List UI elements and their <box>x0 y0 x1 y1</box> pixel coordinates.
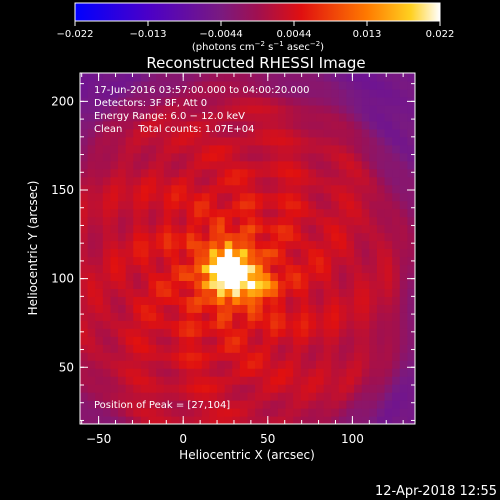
x-axis-title: Heliocentric X (arcsec) <box>179 448 315 462</box>
annotation-time-range: 17-Jun-2016 03:57:00.000 to 04:00:20.000 <box>94 85 310 96</box>
peak-position-label: Position of Peak = [27,104] <box>94 400 230 411</box>
annotation-energy-range: Energy Range: 6.0 − 12.0 keV <box>94 111 245 122</box>
colorbar-tick-label: −0.013 <box>129 29 166 40</box>
x-tick-label: 0 <box>179 432 187 446</box>
colorbar-tick-label: 0.013 <box>353 29 382 40</box>
annotation-clean-counts: Clean Total counts: 1.07E+04 <box>94 124 254 135</box>
y-tick-label: 150 <box>51 183 74 197</box>
colorbar-tick-label: 0.022 <box>426 29 455 40</box>
y-tick-label: 200 <box>51 94 74 108</box>
colorbar-ticks: −0.022 −0.013 −0.0044 0.0044 0.013 0.022 <box>56 21 454 40</box>
axes: −50 0 50 100 50 100 150 200 <box>51 73 415 446</box>
colorbar-tick-label: −0.0044 <box>199 29 242 40</box>
colorbar <box>74 2 441 22</box>
colorbar-unit-label: (photons cm−2 s−1 asec−2) <box>192 40 324 53</box>
y-tick-label: 100 <box>51 272 74 286</box>
x-tick-label: 50 <box>260 432 275 446</box>
x-tick-label: 100 <box>341 432 364 446</box>
plot-frame <box>79 72 416 425</box>
annotation-detectors: Detectors: 3F 8F, Att 0 <box>94 98 207 109</box>
colorbar-tick-label: 0.0044 <box>277 29 312 40</box>
x-tick-label: −50 <box>86 432 111 446</box>
heatmap-image <box>80 73 415 424</box>
y-axis-title: Heliocentric Y (arcsec) <box>26 181 40 316</box>
chart-title: Reconstructed RHESSI Image <box>146 54 365 72</box>
colorbar-tick-label: −0.022 <box>56 29 93 40</box>
footer-timestamp: 12-Apr-2018 12:55 <box>375 484 497 499</box>
y-tick-label: 50 <box>59 360 74 374</box>
